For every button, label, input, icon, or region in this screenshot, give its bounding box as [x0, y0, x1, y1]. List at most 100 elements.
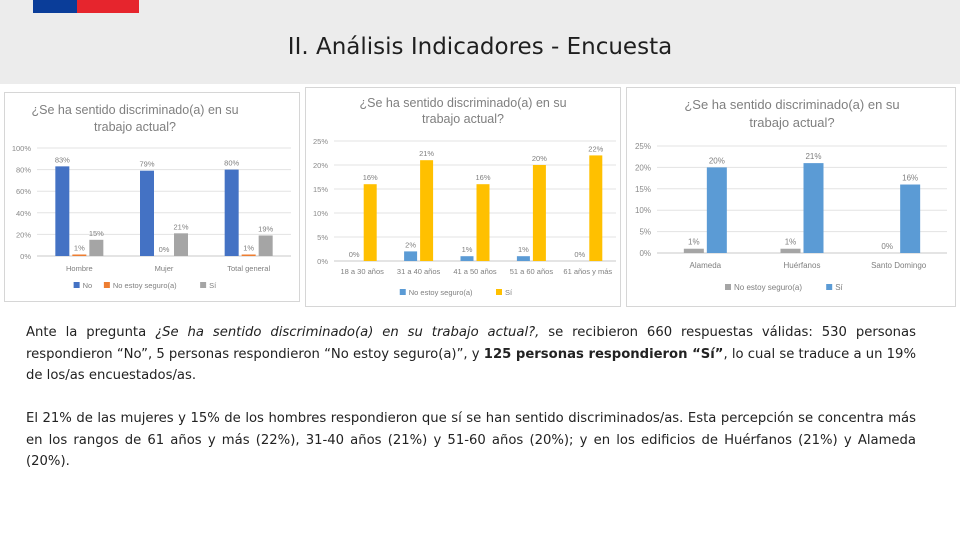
- c2-y-tick-label: 25%: [313, 137, 328, 146]
- c3-data-label: 1%: [785, 238, 797, 247]
- c1-y-tick-label: 100%: [12, 144, 32, 153]
- c1-bar: [241, 254, 256, 256]
- c1-data-label: 79%: [139, 160, 154, 169]
- c2-category-label: 31 a 40 años: [397, 267, 441, 276]
- c3-category-label: Huérfanos: [784, 261, 821, 270]
- p1-intro: Ante la pregunta: [26, 325, 156, 340]
- c1-data-label: 15%: [89, 229, 104, 238]
- p1-middle: se recibieron 660 respuestas válidas: 53…: [26, 325, 916, 362]
- c3-y-tick-label: 0%: [639, 249, 651, 258]
- c2-bar: [532, 165, 546, 261]
- c3-data-label: 20%: [709, 156, 725, 165]
- p1-question: ¿Se ha sentido discriminado(a) en su tra…: [155, 325, 540, 340]
- chart-age-svg: ¿Se ha sentido discriminado(a) en su trab…: [313, 96, 616, 297]
- c1-data-label: 19%: [258, 224, 273, 233]
- c3-y-tick-label: 25%: [635, 142, 651, 151]
- paragraph-summary: Ante la pregunta ¿Se ha sentido discrimi…: [26, 322, 916, 387]
- c3-data-label: 0%: [881, 242, 893, 251]
- c2-bar: [589, 155, 603, 261]
- flag-red-stripe: [77, 0, 139, 13]
- c3-bar: [683, 248, 704, 253]
- c1-category-label: Hombre: [66, 264, 93, 273]
- c2-category-label: 41 a 50 años: [453, 267, 497, 276]
- c2-y-tick-label: 5%: [317, 233, 328, 242]
- p1-end: , lo cual se traduce a un 19% de los/as …: [26, 346, 916, 384]
- c3-legend-swatch: [725, 284, 731, 290]
- chart-building: ¿Se ha sentido discriminado(a) en su trab…: [626, 87, 956, 307]
- c3-bar: [803, 163, 824, 253]
- c1-legend-swatch: [103, 282, 110, 288]
- c1-data-label: 83%: [55, 155, 70, 164]
- c1-bar: [258, 235, 273, 256]
- c1-data-label: 1%: [243, 244, 254, 253]
- c2-legend-label: Sí: [505, 288, 513, 297]
- c1-y-tick-label: 20%: [16, 230, 31, 239]
- c2-data-label: 16%: [475, 173, 490, 182]
- c3-y-tick-label: 15%: [635, 185, 651, 194]
- c2-data-label: 2%: [405, 240, 416, 249]
- c3-data-label: 1%: [688, 238, 700, 247]
- c1-bar: [89, 239, 104, 256]
- c2-title-line-1: ¿Se ha sentido discriminado(a) en su: [359, 96, 566, 110]
- c1-data-label: 80%: [224, 159, 239, 168]
- c3-legend-label: No estoy seguro(a): [734, 283, 802, 292]
- c2-data-label: 22%: [588, 144, 603, 153]
- c1-y-tick-label: 40%: [16, 209, 31, 218]
- c1-category-label: Total general: [227, 264, 270, 273]
- c1-data-label: 1%: [74, 244, 85, 253]
- c3-legend-label: Sí: [835, 283, 843, 292]
- chart-building-svg: ¿Se ha sentido discriminado(a) en su trab…: [635, 97, 947, 292]
- page-title: II. Análisis Indicadores - Encuesta: [287, 34, 673, 60]
- c3-y-tick-label: 20%: [635, 163, 651, 172]
- c1-legend-label: No: [83, 281, 93, 290]
- c1-bar: [140, 170, 154, 256]
- chart-age: ¿Se ha sentido discriminado(a) en su trab…: [305, 87, 621, 307]
- c2-data-label: 0%: [574, 250, 585, 259]
- c2-bar: [460, 256, 474, 261]
- c3-bar: [706, 167, 727, 253]
- header-band: II. Análisis Indicadores - Encuesta: [0, 0, 960, 84]
- c1-y-tick-label: 0%: [20, 252, 31, 261]
- c1-title-line-2: trabajo actual?: [94, 120, 176, 134]
- c3-data-label: 21%: [805, 152, 821, 161]
- c2-title-line-2: trabajo actual?: [422, 112, 504, 126]
- c2-y-tick-label: 0%: [317, 257, 328, 266]
- c2-bar: [476, 184, 490, 261]
- c1-category-label: Mujer: [155, 264, 174, 273]
- c2-y-tick-label: 15%: [313, 185, 328, 194]
- c2-data-label: 1%: [462, 245, 473, 254]
- chart-gender: ¿Se ha sentido discriminado(a) en su trab…: [4, 92, 300, 302]
- c1-legend-swatch: [200, 282, 207, 288]
- c2-legend-label: No estoy seguro(a): [409, 288, 473, 297]
- c1-bar: [55, 166, 70, 256]
- c2-category-label: 61 años y más: [563, 267, 612, 276]
- c2-bar: [363, 184, 377, 261]
- chart-gender-svg: ¿Se ha sentido discriminado(a) en su trab…: [12, 103, 291, 290]
- c2-category-label: 18 a 30 años: [341, 267, 385, 276]
- c1-legend-label: Sí: [209, 281, 217, 290]
- c2-data-label: 16%: [363, 173, 378, 182]
- c1-data-label: 21%: [173, 222, 188, 231]
- c1-bar: [224, 169, 239, 256]
- c3-y-tick-label: 5%: [639, 228, 651, 237]
- c1-title-line-1: ¿Se ha sentido discriminado(a) en su: [31, 103, 238, 117]
- c2-category-label: 51 a 60 años: [510, 267, 554, 276]
- c1-legend-label: No estoy seguro(a): [113, 281, 177, 290]
- c2-data-label: 0%: [349, 250, 360, 259]
- c2-legend-swatch: [399, 289, 406, 295]
- c3-bar: [900, 184, 921, 253]
- c3-bar: [780, 248, 801, 253]
- c2-data-label: 1%: [518, 245, 529, 254]
- c3-title-line-1: ¿Se ha sentido discriminado(a) en su: [684, 97, 899, 112]
- c2-y-tick-label: 20%: [313, 161, 328, 170]
- c2-bar: [420, 160, 434, 261]
- c1-data-label: 0%: [159, 245, 170, 254]
- c1-bar: [174, 233, 188, 256]
- flag-blue-stripe: [33, 0, 77, 13]
- c3-category-label: Alameda: [690, 261, 722, 270]
- c2-y-tick-label: 10%: [313, 209, 328, 218]
- c2-bar: [404, 251, 418, 261]
- c1-y-tick-label: 80%: [16, 166, 31, 175]
- c2-bar: [516, 256, 530, 261]
- c3-data-label: 16%: [902, 174, 918, 183]
